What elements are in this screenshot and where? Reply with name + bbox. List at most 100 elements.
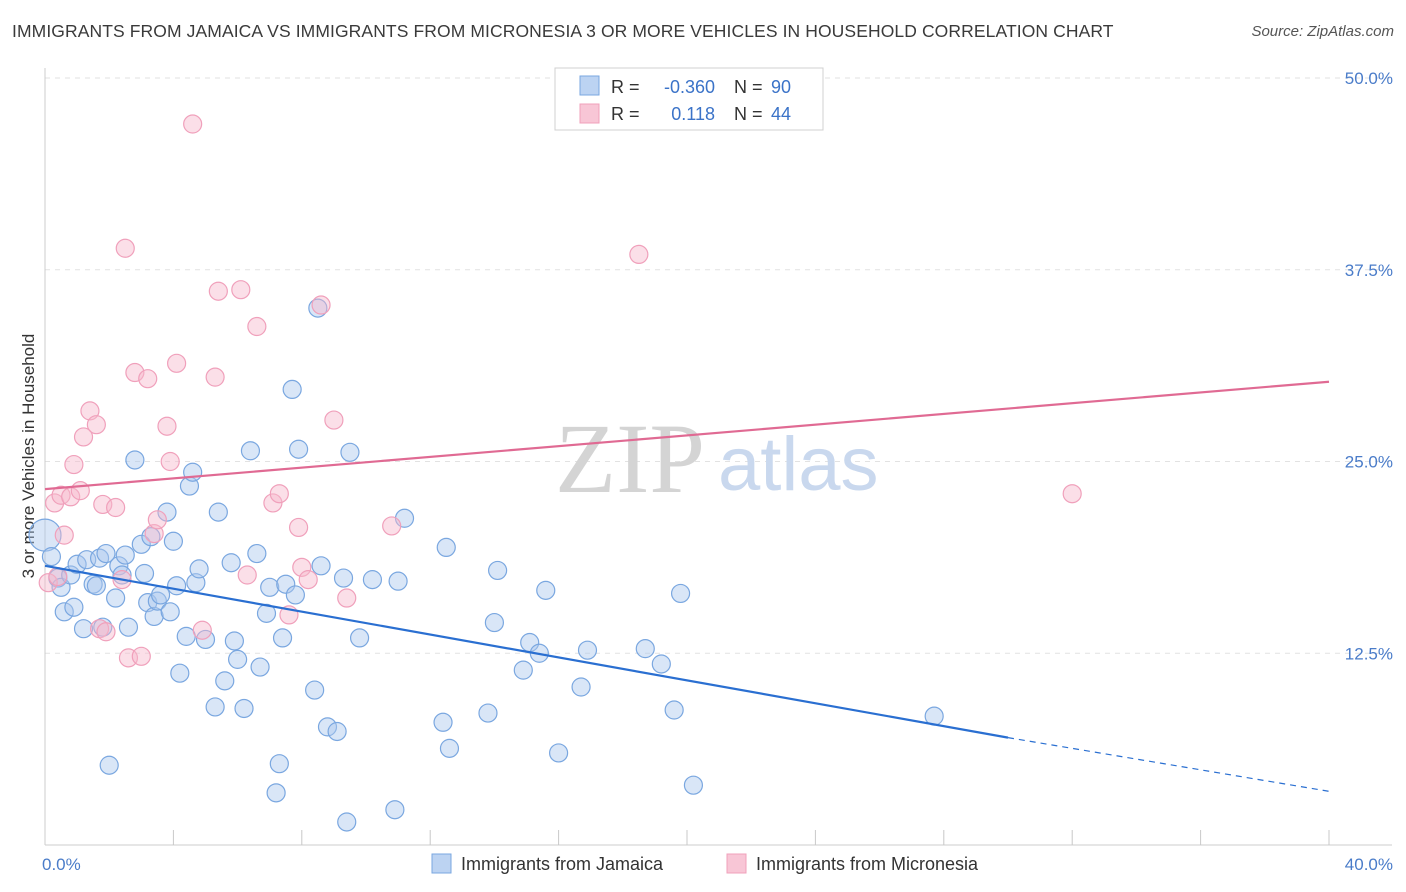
jamaica-point-6	[64, 597, 84, 617]
jamaica-point-73	[436, 537, 456, 558]
micronesia-point-22	[147, 510, 167, 530]
micronesia-point-16	[115, 238, 135, 258]
jamaica-point-84	[577, 640, 598, 660]
jamaica-point-61	[311, 556, 331, 576]
jamaica-point-72	[433, 712, 453, 732]
jamaica-point-38	[189, 559, 209, 579]
jamaica-point-53	[269, 754, 289, 774]
jamaica-point-25	[141, 527, 161, 547]
series-jamaica-points	[28, 298, 944, 832]
jamaica-point-48	[247, 543, 267, 564]
jamaica-point-67	[349, 628, 370, 648]
jamaica-point-30	[160, 602, 180, 622]
jamaica-point-32	[167, 576, 187, 596]
jamaica-point-82	[548, 743, 569, 763]
jamaica-point-55	[276, 574, 296, 594]
micronesia-point-25	[167, 353, 187, 373]
jamaica-point-86	[651, 654, 671, 674]
micronesia-point-37	[292, 557, 312, 577]
jamaica-point-63	[327, 721, 347, 742]
jamaica-point-29	[157, 502, 177, 522]
micronesia-point-0	[38, 573, 58, 593]
jamaica-point-78	[513, 660, 533, 680]
micronesia-point-23	[157, 416, 177, 436]
trendline-micronesia	[44, 380, 1330, 491]
micronesia-point-8	[73, 427, 94, 447]
trendlines	[44, 380, 1330, 792]
y-tick-label-2: 37.5%	[1345, 261, 1393, 280]
legend-r-label-2: R =	[611, 104, 640, 124]
micronesia-point-42	[382, 516, 402, 536]
bottom-legend-swatch-jamaica	[431, 853, 452, 874]
trendline-jamaica	[44, 564, 1009, 739]
micronesia-point-36	[288, 517, 309, 538]
jamaica-point-66	[340, 442, 360, 462]
micronesia-point-24	[160, 451, 180, 472]
micronesia-point-32	[247, 316, 267, 337]
jamaica-point-51	[260, 577, 280, 597]
jamaica-point-33	[170, 663, 190, 683]
jamaica-point-89	[683, 775, 704, 795]
jamaica-point-43	[221, 553, 241, 573]
micronesia-point-10	[86, 415, 106, 435]
jamaica-point-41	[208, 502, 228, 522]
micronesia-point-4	[54, 525, 74, 545]
bottom-legend-label-jamaica: Immigrants from Jamaica	[461, 854, 664, 874]
micronesia-point-31	[237, 565, 257, 585]
jamaica-point-81	[536, 580, 556, 600]
jamaica-point-65	[337, 812, 357, 832]
bottom-legend-swatch-micronesia	[726, 853, 747, 874]
jamaica-point-44	[224, 631, 244, 651]
jamaica-point-57	[285, 585, 305, 605]
jamaica-point-83	[571, 677, 591, 697]
x-tick-label-min: 0.0%	[42, 855, 81, 874]
legend-n-value-2: 44	[771, 104, 791, 124]
jamaica-point-58	[288, 439, 309, 459]
micronesia-point-39	[311, 295, 331, 315]
micronesia-point-28	[205, 367, 225, 387]
jamaica-point-31	[163, 531, 183, 551]
micronesia-point-6	[64, 454, 84, 475]
source-credit: Source: ZipAtlas.com	[1251, 23, 1394, 40]
jamaica-point-47	[240, 441, 261, 461]
jamaica-point-59	[308, 298, 328, 318]
micronesia-point-7	[70, 481, 90, 501]
jamaica-point-64	[333, 568, 354, 588]
jamaica-point-75	[478, 703, 498, 723]
y-tick-label-1: 25.0%	[1345, 453, 1393, 472]
legend-n-label-1: N =	[734, 77, 763, 97]
micronesia-point-34	[269, 484, 289, 504]
jamaica-point-19	[115, 545, 135, 565]
bottom-legend: Immigrants from Jamaica Immigrants from …	[431, 853, 979, 874]
jamaica-point-22	[131, 534, 151, 554]
bottom-legend-label-micronesia: Immigrants from Micronesia	[756, 854, 979, 874]
jamaica-point-87	[664, 700, 684, 720]
micronesia-point-13	[96, 622, 116, 642]
legend-n-label-2: N =	[734, 104, 763, 124]
jamaica-point-56	[282, 379, 302, 400]
legend-box: R = -0.360 N = 90 R = 0.118 N = 44	[554, 67, 824, 131]
jamaica-point-16	[106, 588, 126, 608]
jamaica-point-76	[484, 612, 504, 633]
jamaica-point-7	[67, 554, 87, 574]
jamaica-point-14	[96, 543, 116, 564]
jamaica-point-11	[86, 576, 106, 596]
series-micronesia-points	[38, 114, 1082, 668]
y-tick-label-0: 12.5%	[1345, 644, 1393, 663]
x-axis-ticks	[172, 830, 1330, 845]
legend-n-value-1: 90	[771, 77, 791, 97]
jamaica-point-88	[670, 583, 691, 604]
jamaica-point-34	[176, 626, 196, 646]
jamaica-point-54	[272, 628, 293, 648]
jamaica-point-68	[362, 570, 383, 590]
legend-r-value-1: -0.360	[664, 77, 715, 97]
jamaica-point-74	[439, 738, 460, 758]
jamaica-point-40	[205, 697, 225, 717]
micronesia-point-14	[106, 497, 126, 518]
micronesia-point-40	[324, 410, 344, 430]
micronesia-point-38	[298, 570, 318, 590]
micronesia-point-20	[138, 369, 158, 389]
jamaica-point-62	[317, 717, 338, 737]
micronesia-point-43	[629, 244, 649, 265]
